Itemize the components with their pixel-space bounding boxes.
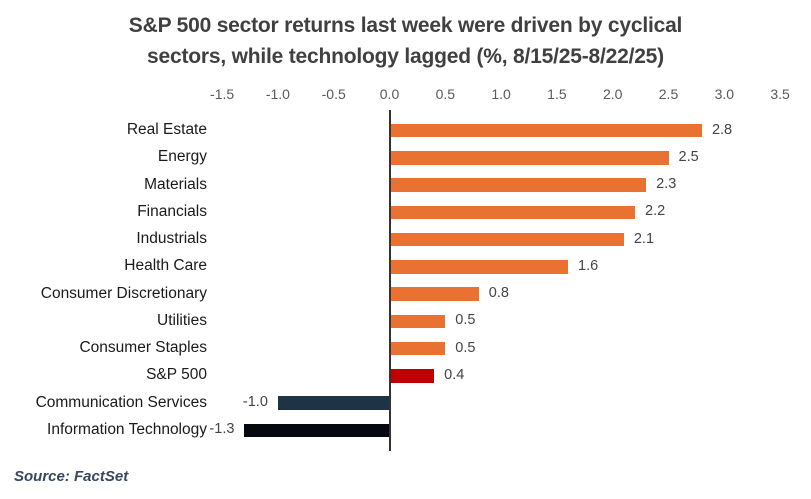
category-label: S&P 500	[146, 366, 207, 384]
value-label: 2.2	[645, 203, 666, 220]
category-label: Industrials	[136, 230, 207, 248]
bar	[277, 396, 390, 410]
value-label: 0.5	[455, 312, 476, 329]
bar-row: Information Technology -1.3	[0, 417, 811, 444]
x-axis-tick-label: 3.5	[770, 86, 790, 102]
chart-title: S&P 500 sector returns last week were dr…	[0, 10, 811, 72]
bar	[389, 369, 435, 383]
bar-row: Consumer Discretionary 0.8	[0, 281, 811, 308]
value-label: 0.8	[488, 285, 509, 302]
bar-row: Utilities 0.5	[0, 308, 811, 335]
chart-title-line-2: sectors, while technology lagged (%, 8/1…	[147, 45, 664, 68]
bar-row: Energy 2.5	[0, 144, 811, 171]
x-axis-tick-label: 1.5	[547, 86, 567, 102]
category-label: Financials	[137, 202, 207, 220]
x-axis-tick-label: -1.0	[265, 86, 290, 102]
value-label: -1.0	[242, 394, 268, 411]
category-label: Energy	[157, 148, 207, 166]
bar	[389, 260, 569, 274]
value-label: 2.3	[656, 176, 677, 193]
bar-row: Health Care 1.6	[0, 253, 811, 280]
value-label: 0.5	[455, 339, 476, 356]
bar-row: Real Estate 2.8	[0, 117, 811, 144]
x-axis-tick-label: 2.0	[602, 86, 623, 102]
bar	[389, 341, 446, 356]
category-label: Communication Services	[35, 393, 207, 411]
bar	[389, 232, 624, 247]
category-label: Utilities	[157, 311, 207, 329]
bar	[389, 205, 636, 220]
x-axis-tick-label: -0.5	[321, 86, 346, 102]
chart-title-line-1: S&P 500 sector returns last week were dr…	[128, 14, 683, 37]
bar-row: S&P 500 0.4	[0, 362, 811, 389]
category-label: Real Estate	[126, 121, 207, 139]
source-note: Source: FactSet	[14, 468, 129, 485]
bar	[389, 123, 702, 138]
x-axis-tick-label: 0.5	[435, 86, 456, 102]
bar	[389, 314, 446, 329]
category-label: Materials	[144, 175, 207, 193]
bar-row: Consumer Staples 0.5	[0, 335, 811, 362]
bar	[389, 151, 669, 165]
category-label: Information Technology	[47, 420, 207, 438]
value-label: 0.4	[444, 366, 465, 383]
value-label: 2.1	[633, 230, 655, 247]
x-axis-tick-label: -1.5	[210, 86, 235, 102]
bar	[244, 423, 390, 438]
value-label: -1.3	[209, 421, 235, 438]
x-axis-tick-label: 0.0	[379, 86, 400, 102]
bar	[389, 287, 479, 301]
bar-row: Financials 2.2	[0, 199, 811, 226]
value-label: 2.8	[711, 121, 733, 138]
zero-axis-line	[388, 110, 391, 451]
x-axis-tick-label: 1.0	[491, 86, 511, 102]
bar-row: Materials 2.3	[0, 172, 811, 199]
category-label: Consumer Staples	[79, 339, 207, 357]
value-label: 2.5	[678, 148, 699, 165]
category-label: Health Care	[124, 257, 207, 275]
x-axis-tick-label: 3.0	[714, 86, 735, 102]
value-label: 1.6	[578, 257, 599, 274]
bar-row: Industrials 2.1	[0, 226, 811, 253]
bar-row: Communication Services -1.0	[0, 390, 811, 417]
category-label: Consumer Discretionary	[40, 284, 207, 302]
bar	[389, 178, 647, 192]
x-axis-tick-label: 2.5	[658, 86, 679, 102]
